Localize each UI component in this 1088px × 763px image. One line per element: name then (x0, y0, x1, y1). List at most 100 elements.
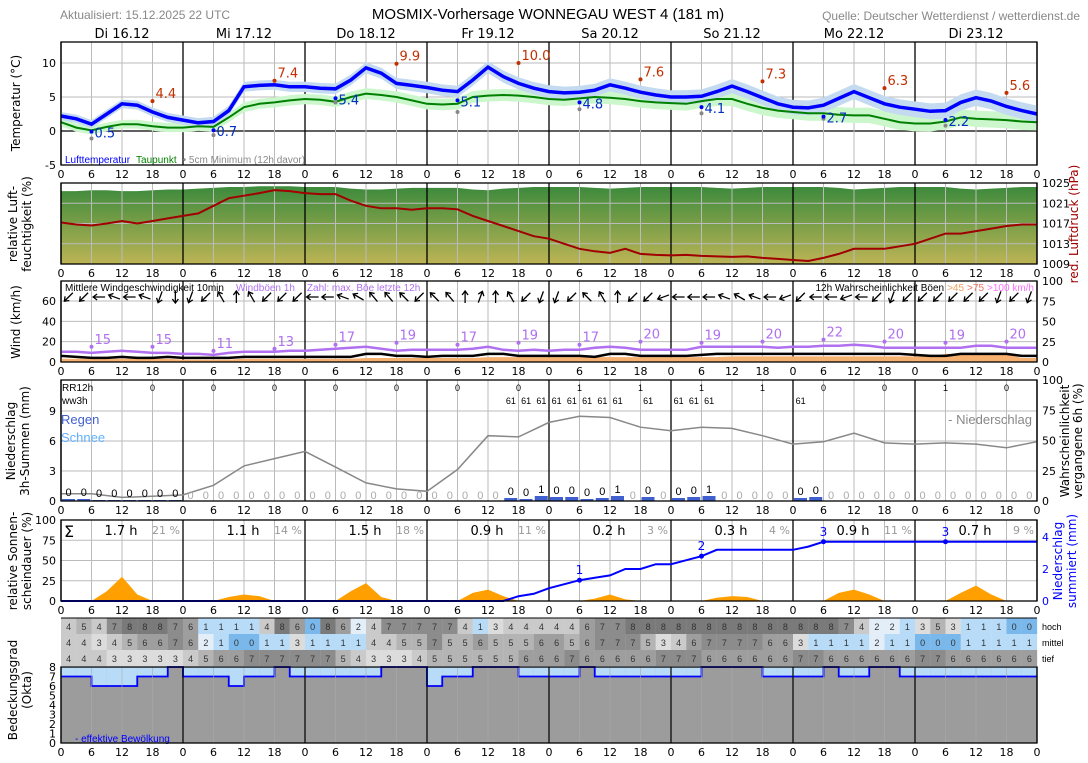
wind-direction-arrow (643, 292, 653, 303)
legend-rain: Regen (61, 412, 99, 427)
cloud-cell (549, 650, 565, 666)
cloud-cell-value: 7 (752, 638, 757, 648)
x-tick-label: 0 (790, 267, 797, 280)
wind-direction-arrow (171, 291, 179, 305)
cloud-cell-value: 6 (996, 654, 1001, 664)
cloud-cell (457, 618, 473, 634)
x-tick-label: 6 (210, 604, 217, 617)
rr12h-value: 0 (394, 383, 399, 393)
panel-border (60, 519, 1038, 602)
cloud-cell (61, 618, 77, 634)
cloud-cell (625, 650, 641, 666)
x-tick-label: 0 (1034, 604, 1041, 617)
legend-temperature: Lufttemperatur (65, 155, 131, 166)
rr12h-value: 0 (821, 383, 826, 393)
wind-direction-arrow (902, 292, 913, 303)
y-axis-title: Temperatur (°C) (9, 55, 23, 152)
max-temp-label: 10.0 (522, 49, 551, 64)
cloud-cell (396, 650, 412, 666)
cloud-cell (899, 618, 916, 634)
x-tick-label: 6 (698, 604, 705, 617)
cloud-cell-value: 8 (691, 622, 696, 632)
x-tick-label: 12 (481, 504, 495, 517)
cloud-cell (747, 634, 763, 650)
cloud-cell-value: 8 (676, 622, 681, 632)
cloud-cell-value: 6 (844, 654, 849, 664)
rain-amount-label: 0 (813, 485, 819, 497)
x-tick-label: 12 (969, 365, 983, 378)
rain-amount-label: 0 (1011, 490, 1017, 502)
cloud-cell (228, 634, 245, 650)
x-tick-label: 0 (424, 365, 431, 378)
x-tick-label: 18 (878, 504, 892, 517)
rr12h-label: RR12h (62, 383, 93, 394)
x-tick-label: 0 (58, 365, 65, 378)
rain-amount-label: 0 (874, 490, 880, 502)
daily-sunshine-hours: 1.7 h (104, 524, 137, 539)
daily-sunshine-hours: 0.9 h (836, 524, 869, 539)
wind-direction-arrow (1025, 291, 1033, 304)
cloud-cell (671, 650, 687, 666)
panel-border (60, 41, 1038, 166)
cloud-cell (274, 618, 290, 634)
clear-sky-segment (686, 667, 702, 677)
cloud-cell-value: 6 (752, 654, 757, 664)
cloud-cell (793, 618, 809, 634)
y-tick-label: 75 (42, 534, 56, 547)
cloud-cell (930, 650, 946, 666)
y-tick-label-right: 100 (1042, 275, 1063, 288)
x-tick-label: 18 (878, 267, 892, 280)
cloud-cell-value: 5 (508, 638, 513, 648)
cloud-cell (762, 618, 778, 634)
rr12h-value: 1 (699, 383, 704, 393)
wind-direction-arrow (748, 292, 761, 300)
wind-direction-arrow (627, 292, 638, 303)
cloud-cell (213, 634, 229, 650)
x-tick-label: 6 (576, 504, 583, 517)
x-tick-label: 0 (668, 267, 675, 280)
y-tick-label-right: 25 (1042, 336, 1056, 349)
x-tick-label: 6 (576, 168, 583, 181)
cloud-cell-value: 1 (356, 638, 361, 648)
cloud-cell-value: 6 (783, 638, 788, 648)
rain-bar (77, 499, 91, 501)
cloud-cell (777, 650, 794, 666)
x-tick-label: 12 (359, 267, 373, 280)
x-tick-label: 0 (912, 365, 919, 378)
cloud-cell (945, 650, 961, 666)
cloud-cell (930, 618, 946, 634)
ground-min-marker (943, 123, 948, 128)
rain-amount-label: 0 (340, 490, 346, 502)
wind-direction-arrow (795, 292, 806, 303)
y-axis-title-right: vergangene 6h (%) (1071, 383, 1085, 498)
cloud-cell (930, 634, 946, 650)
cloud-cell-value: 1 (203, 622, 208, 632)
cumulative-precip-marker (821, 539, 826, 545)
wind-direction-arrow (552, 291, 560, 304)
rain-amount-label: 0 (889, 490, 895, 502)
cloud-cell (381, 634, 397, 650)
cloud-cell-value: 0 (920, 638, 925, 648)
rr12h-value: 0 (211, 383, 216, 393)
panel-border (60, 182, 1038, 265)
rain-amount-label: 0 (294, 490, 300, 502)
clear-sky-segment (854, 667, 870, 677)
cloud-cell (991, 650, 1007, 666)
cloud-cell-value: 3 (295, 638, 300, 648)
max-temp-marker (760, 79, 765, 84)
cloud-cell (442, 618, 458, 634)
cloud-cell-value: 1 (310, 638, 315, 648)
y-tick-label: 5 (49, 91, 56, 104)
rain-amount-label: 1 (538, 484, 544, 496)
cloud-cell (183, 650, 199, 666)
cloud-cell-value: 0 (951, 638, 956, 648)
cloud-cell-value: 5 (935, 622, 940, 632)
x-tick-label: 0 (424, 746, 431, 759)
cloud-cell (305, 634, 321, 650)
cloud-cell (198, 618, 214, 634)
x-tick-label: 12 (603, 168, 617, 181)
y-tick-label: 0 (49, 495, 56, 508)
cloud-cell-value: 8 (813, 622, 818, 632)
cloud-cell-value: 6 (524, 654, 529, 664)
y-axis-title: Niederschlag (4, 402, 18, 480)
